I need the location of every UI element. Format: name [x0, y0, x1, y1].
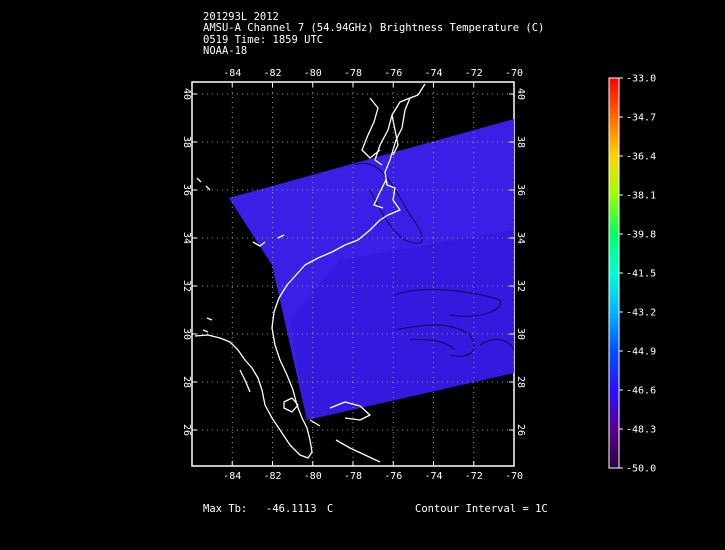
lon-tick-label: -80 [304, 471, 322, 482]
lat-tick-label: 32 [181, 280, 192, 292]
colorbar [608, 77, 620, 469]
storm-id: 201293L 2012 [203, 11, 279, 23]
lat-tick-label: 36 [515, 184, 526, 196]
coastline [194, 83, 426, 463]
contour-interval: Contour Interval = 1C [415, 503, 548, 515]
observation-time: 0519 Time: 1859 UTC [203, 34, 324, 46]
lat-tick-label: 34 [181, 232, 192, 244]
colorbar-label: -33.0 [626, 74, 656, 85]
lon-tick-label: -84 [223, 471, 241, 482]
lon-tick-label: -74 [424, 68, 442, 79]
axis-ticks: -84 -84 -82 -82 -80 -80 -78 -78 -76 -76 -74 -74 -72 -… [181, 68, 526, 482]
colorbar-label: -50.0 [626, 464, 656, 475]
lon-tick-label: -78 [344, 68, 362, 79]
lat-tick-label: 28 [181, 376, 192, 388]
lat-tick-label: 28 [515, 376, 526, 388]
lon-tick-label: -70 [505, 68, 523, 79]
colorbar-label: -39.8 [626, 230, 656, 241]
colorbar-label: -43.2 [626, 308, 656, 319]
lat-tick-label: 30 [515, 328, 526, 340]
colorbar-label: -38.1 [626, 191, 656, 202]
max-tb-value: -46.1113 [266, 503, 317, 515]
lon-tick-label: -74 [424, 471, 442, 482]
swath-shading [290, 230, 514, 420]
lon-tick-label: -70 [505, 471, 523, 482]
lat-tick-label: 38 [515, 136, 526, 148]
colorbar-label: -36.4 [626, 152, 656, 163]
product-title: AMSU-A Channel 7 (54.94GHz) Brightness T… [203, 22, 545, 34]
lon-tick-label: -78 [344, 471, 362, 482]
colorbar-ticks: -33.0 -34.7 -36.4 -38.1 -39.8 -41.5 -43.2 -44.9… [619, 74, 656, 475]
max-tb-unit: C [327, 503, 334, 515]
lat-tick-label: 40 [181, 88, 192, 100]
contour-lines [354, 162, 514, 357]
lat-tick-label: 40 [515, 88, 526, 100]
lon-tick-label: -80 [304, 68, 322, 79]
lon-tick-label: -72 [465, 471, 483, 482]
lat-tick-label: 26 [515, 424, 526, 436]
colorbar-label: -44.9 [626, 347, 656, 358]
lon-tick-label: -76 [384, 471, 402, 482]
lon-tick-label: -82 [263, 68, 281, 79]
lat-tick-label: 36 [181, 184, 192, 196]
colorbar-label: -41.5 [626, 269, 656, 280]
lon-tick-label: -76 [384, 68, 402, 79]
lat-tick-label: 38 [181, 136, 192, 148]
lat-tick-label: 26 [181, 424, 192, 436]
colorbar-label: -46.6 [626, 386, 656, 397]
satellite-name: NOAA-18 [203, 45, 248, 57]
max-tb-label: Max Tb: [203, 503, 248, 515]
gridlines [192, 82, 514, 466]
lat-tick-label: 30 [181, 328, 192, 340]
lon-tick-label: -72 [465, 68, 483, 79]
lat-tick-label: 32 [515, 280, 526, 292]
lat-tick-label: 34 [515, 232, 526, 244]
lon-tick-label: -82 [263, 471, 281, 482]
colorbar-label: -48.3 [626, 425, 656, 436]
lon-tick-label: -84 [223, 68, 241, 79]
colorbar-label: -34.7 [626, 113, 656, 124]
